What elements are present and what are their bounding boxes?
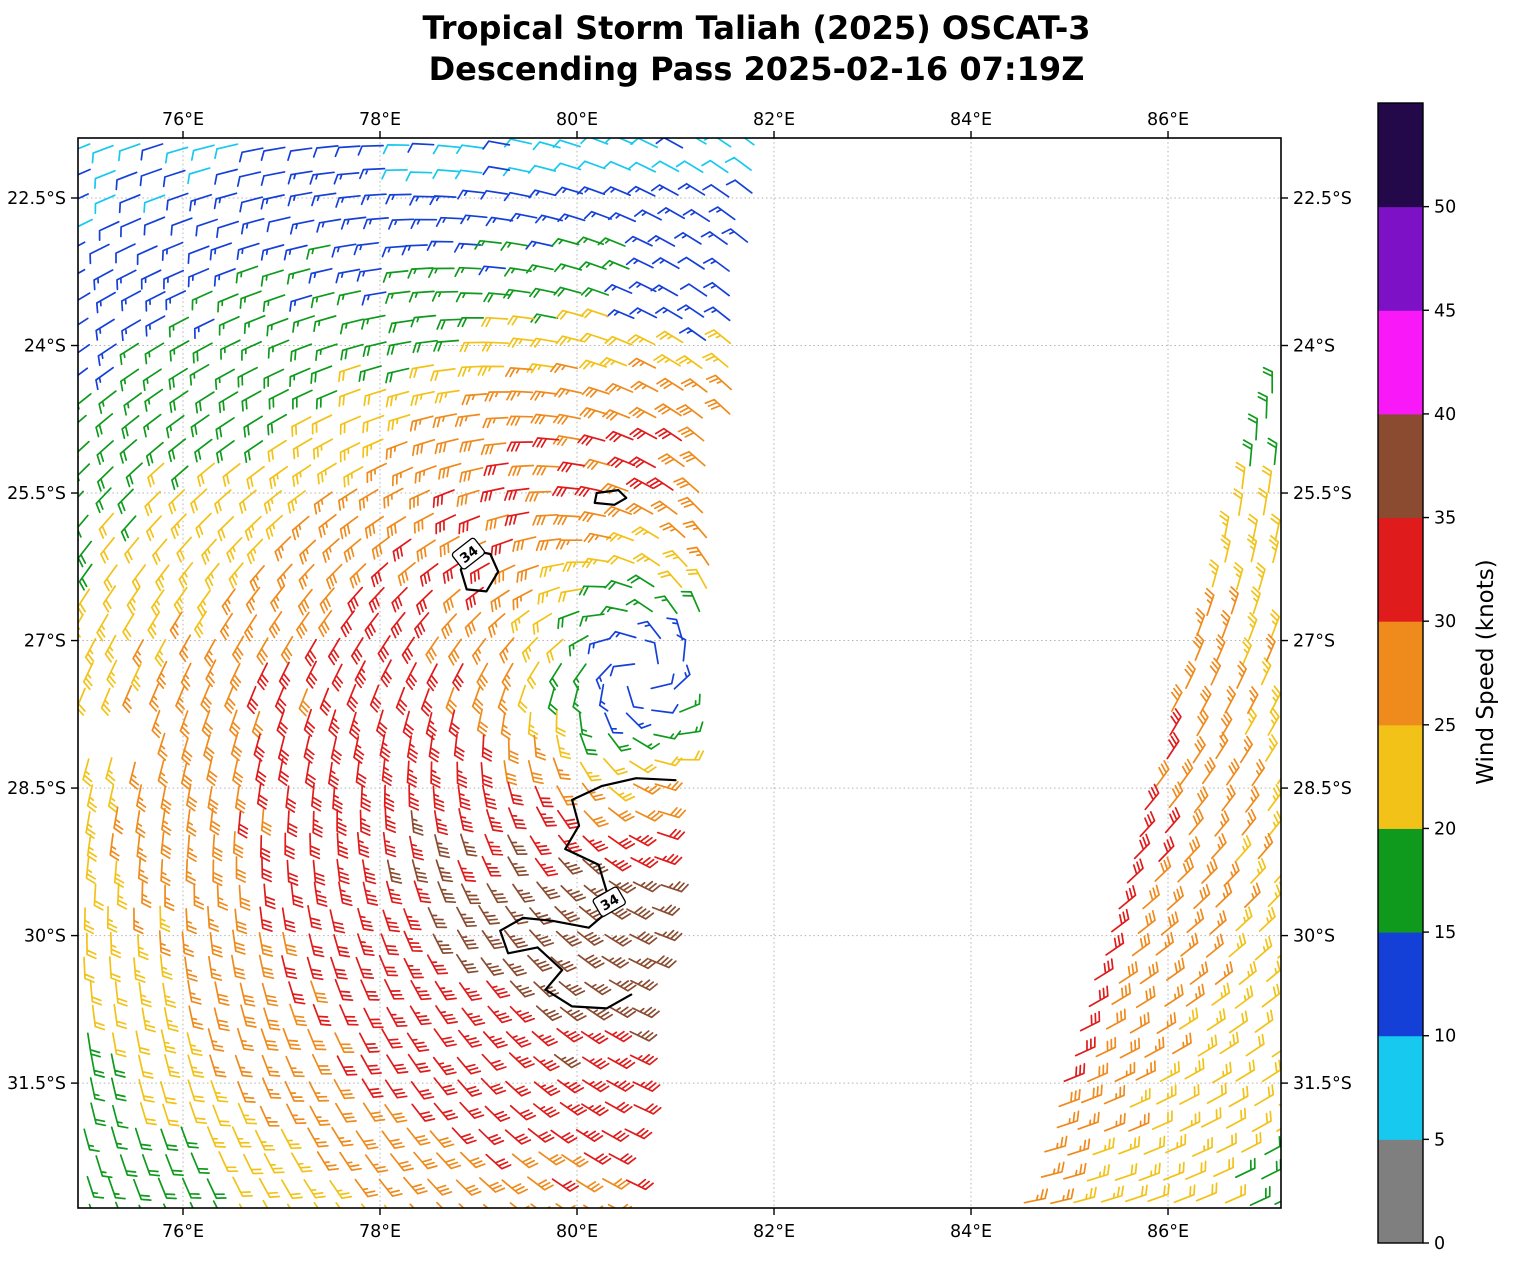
- colorbar-tick-label: 50: [1434, 198, 1456, 218]
- wind-barb-group: [78, 138, 753, 734]
- lat-tick-label-left: 31.5°S: [7, 1074, 66, 1094]
- lat-tick-label-right: 31.5°S: [1293, 1074, 1352, 1094]
- lat-tick-label-right: 25.5°S: [1293, 484, 1352, 504]
- colorbar-band: [1378, 103, 1423, 208]
- colorbar-tick-label: 25: [1434, 716, 1456, 736]
- lon-tick-label-top: 82°E: [753, 110, 795, 130]
- chart-title: Tropical Storm Taliah (2025) OSCAT-3 Des…: [0, 8, 1513, 90]
- lat-tick-label-left: 25.5°S: [7, 484, 66, 504]
- colorbar-tick-label: 35: [1434, 509, 1456, 529]
- gridlines: [78, 138, 1281, 1208]
- lon-tick-label-bottom: 80°E: [556, 1222, 598, 1242]
- lat-tick-label-right: 30°S: [1293, 927, 1335, 947]
- lon-tick-label-top: 76°E: [162, 110, 204, 130]
- colorbar-band: [1378, 621, 1423, 726]
- lon-tick-label-bottom: 78°E: [359, 1222, 401, 1242]
- lon-tick-label-top: 86°E: [1147, 110, 1189, 130]
- colorbar-band: [1378, 932, 1423, 1037]
- axes: 76°E 76°E 78°E 78°E 80°E 80°E 82°E 82°E 84°E 84°E…: [7, 110, 1352, 1242]
- colorbar-band: [1378, 828, 1423, 933]
- lat-tick-label-right: 24°S: [1293, 337, 1335, 357]
- contour-34kt: [593, 489, 628, 506]
- wind-barb-group: [237, 427, 1182, 1192]
- contour-label: 34: [592, 886, 626, 917]
- colorbar-band: [1378, 413, 1423, 519]
- colorbar-band: [1378, 724, 1423, 829]
- lon-tick-label-top: 84°E: [950, 110, 992, 130]
- lon-tick-label-bottom: 82°E: [753, 1222, 795, 1242]
- colorbar-tick-label: 45: [1434, 301, 1456, 321]
- lat-tick-label-left: 30°S: [24, 927, 66, 947]
- colorbar-tick-label: 5: [1434, 1130, 1445, 1150]
- chart-title-line2: Descending Pass 2025-02-16 07:19Z: [428, 49, 1085, 88]
- lat-tick-label-left: 22.5°S: [7, 189, 66, 209]
- colorbar-band: [1378, 206, 1423, 311]
- lat-tick-label-right: 27°S: [1293, 632, 1335, 652]
- lon-tick-label-bottom: 76°E: [162, 1222, 204, 1242]
- wind-barb-group: [78, 236, 1281, 1208]
- wind-barbs-layer: [78, 138, 1281, 1208]
- colorbar-tick-label: 20: [1434, 819, 1456, 839]
- lat-tick-label-left: 27°S: [24, 632, 66, 652]
- lat-tick-label-left: 24°S: [24, 337, 66, 357]
- lon-tick-label-top: 80°E: [556, 110, 598, 130]
- wind-barb-group: [78, 308, 1281, 1208]
- colorbar: 0 5 10 15 20 25 30 35 40 45 50: [1377, 102, 1456, 1254]
- colorbar-band: [1378, 517, 1423, 622]
- colorbar-tick-label: 40: [1434, 405, 1456, 425]
- wind-barb-group: [386, 810, 689, 1069]
- colorbar-tick-label: 15: [1434, 923, 1456, 943]
- lon-tick-label-top: 78°E: [359, 110, 401, 130]
- lon-tick-label-bottom: 86°E: [1147, 1222, 1189, 1242]
- lat-tick-label-right: 22.5°S: [1293, 189, 1352, 209]
- colorbar-band: [1378, 310, 1423, 415]
- lon-tick-label-bottom: 84°E: [950, 1222, 992, 1242]
- wind-barb-group: [109, 357, 1276, 1208]
- colorbar-tick-label: 10: [1434, 1027, 1456, 1047]
- lat-tick-label-left: 28.5°S: [7, 779, 66, 799]
- colorbar-tick-label: 0: [1434, 1234, 1445, 1254]
- contour-34kt: [459, 549, 500, 593]
- tick-labels: 76°E 76°E 78°E 78°E 80°E 80°E 82°E 82°E 84°E 84°E…: [7, 110, 1352, 1242]
- contour-34kt: [499, 777, 677, 1010]
- tick-marks: [71, 131, 1288, 1215]
- chart-title-line1: Tropical Storm Taliah (2025) OSCAT-3: [422, 9, 1091, 47]
- lat-tick-label-right: 28.5°S: [1293, 779, 1352, 799]
- colorbar-tick-label: 30: [1434, 612, 1456, 632]
- wind-barb-group: [78, 138, 755, 228]
- colorbar-band: [1378, 1035, 1423, 1140]
- colorbar-axis-label: Wind Speed (knots): [1473, 559, 1499, 785]
- colorbar-band: [1378, 1139, 1423, 1244]
